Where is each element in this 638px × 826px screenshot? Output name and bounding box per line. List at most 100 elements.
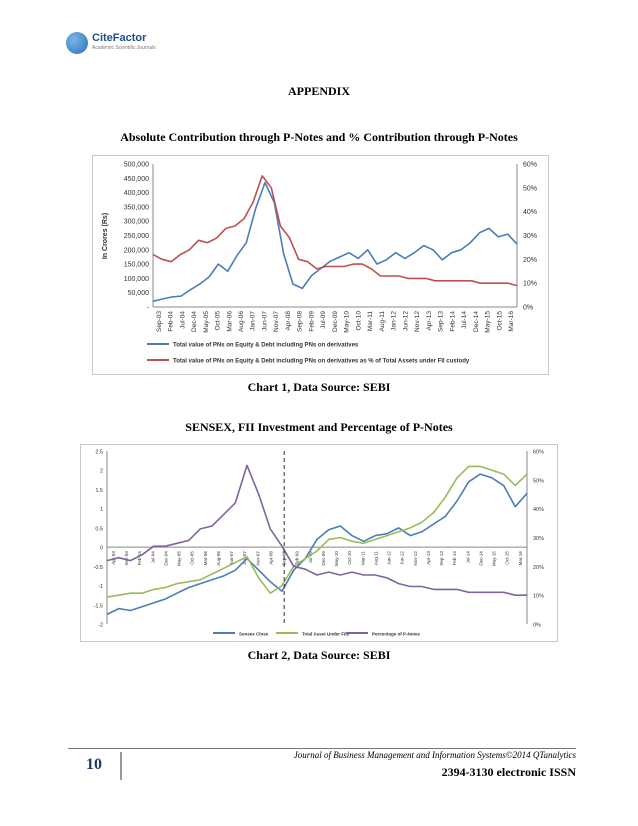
y-tick-label: 200,000: [124, 247, 149, 254]
y-tick-label: 0.5: [95, 526, 103, 532]
globe-icon: [66, 32, 88, 54]
x-tick-label: Sep-03: [124, 551, 129, 566]
x-tick-label: Feb-04: [168, 311, 175, 332]
y2-tick-label: 50%: [523, 185, 537, 192]
x-tick-label: Jun-12: [402, 311, 409, 331]
y2-tick-label: 40%: [533, 507, 544, 513]
series-line-2: [106, 464, 527, 596]
x-tick-label: Dec-04: [163, 551, 168, 566]
x-tick-label: May-05: [177, 551, 182, 567]
chart1-heading: Absolute Contribution through P-Notes an…: [120, 130, 518, 144]
chart2-caption: Chart 2, Data Source: SEBI: [247, 648, 391, 662]
x-tick-label: May-05: [203, 311, 210, 333]
x-tick-label: Oct-10: [355, 311, 362, 331]
chart1-caption: Chart 1, Data Source: SEBI: [247, 380, 391, 394]
y2-tick-label: 40%: [523, 209, 537, 216]
y-tick-label: -: [147, 305, 150, 312]
x-tick-label: Nov-07: [273, 311, 280, 332]
x-tick-label: Jan-07: [229, 551, 234, 565]
y-tick-label: 400,000: [124, 190, 149, 197]
x-tick-label: Sep-03: [156, 311, 163, 332]
page-number-divider: [120, 752, 122, 780]
x-tick-label: Jan-07: [250, 311, 257, 331]
x-tick-label: Dec-14: [473, 311, 480, 332]
y2-tick-label: 10%: [533, 594, 544, 600]
x-tick-label: Nov-12: [413, 551, 418, 566]
x-tick-label: Jun-12: [400, 551, 405, 565]
chart2-heading: SENSEX, FII Investment and Percentage of…: [185, 420, 453, 434]
appendix-title: APPENDIX: [288, 84, 350, 98]
series-line-1: [106, 465, 528, 598]
x-tick-label: Oct-05: [215, 311, 222, 331]
citefactor-logo: CiteFactor Academic Scientific Journals: [66, 30, 186, 56]
legend-label: Total value of PNs on Equity & Debt incl…: [173, 343, 359, 349]
y2-tick-label: 20%: [523, 257, 537, 264]
x-tick-label: Jun-07: [261, 311, 268, 331]
y-tick-label: 300,000: [124, 219, 149, 226]
y2-tick-label: 30%: [523, 233, 537, 240]
x-tick-label: Aug-11: [373, 551, 378, 566]
y-tick-label: 350,000: [124, 204, 149, 211]
legend-label: Total Asset Under FIIs: [302, 632, 350, 637]
chart1-svg: - 50,000 100,000 150,000 200,000 250,000 300,0…: [102, 162, 537, 365]
x-tick-label: Dec-14: [478, 551, 483, 566]
chart2-svg: -2 -1.5 -1 -0.5 0 0.5 1 1.5 2 2.5 0% 10% 20% 30% 40% 50…: [94, 450, 545, 637]
x-tick-label: Dec-04: [191, 311, 198, 332]
y-tick-label: 2: [100, 469, 103, 475]
x-tick-label: Jul-09: [320, 311, 327, 329]
x-tick-label: Feb-14: [452, 551, 457, 566]
legend-label: Sensex Close: [239, 632, 269, 637]
x-tick-label: Aug-06: [216, 551, 221, 566]
x-tick-label: Mar-16: [518, 551, 523, 566]
series-line-0: [106, 473, 528, 616]
x-tick-label: Apr-08: [268, 551, 273, 565]
x-tick-label: Feb-09: [308, 311, 315, 332]
x-tick-label: Mar-11: [360, 551, 365, 565]
x-tick-label: Jan-12: [391, 311, 398, 331]
x-tick-label: Jul-14: [465, 551, 470, 564]
x-tick-label: Mar-11: [367, 311, 374, 331]
y-tick-label: 500,000: [124, 162, 149, 169]
y-tick-label: 250,000: [124, 233, 149, 240]
x-tick-label: Apr-13: [426, 551, 431, 565]
y-tick-label: 150,000: [124, 262, 149, 269]
x-tick-label: Dec-09: [332, 311, 339, 332]
x-tick-label: Dec-09: [321, 551, 326, 566]
y-tick-label: -1.5: [94, 603, 103, 609]
x-tick-label: Apr-13: [426, 311, 433, 331]
legend-label: Total value of PNs on Equity & Debt incl…: [173, 359, 470, 365]
x-tick-label: Oct-15: [496, 311, 503, 331]
y-tick-label: 100,000: [124, 276, 149, 283]
series-line-1: [152, 175, 518, 287]
x-tick-label: Jul-09: [308, 551, 313, 564]
x-tick-label: Apr-08: [285, 311, 292, 331]
x-tick-label: Jul-04: [150, 551, 155, 564]
issn-line: 2394-3130 electronic ISSN: [441, 765, 576, 779]
x-tick-label: Sep-08: [297, 311, 304, 332]
y-axis-title: In Crores (Rs): [102, 213, 109, 259]
logo-name: CiteFactor: [92, 32, 147, 44]
x-tick-label: Jul-04: [179, 311, 186, 329]
x-tick-label: Oct-10: [347, 551, 352, 565]
chart2-frame: -2 -1.5 -1 -0.5 0 0.5 1 1.5 2 2.5 0% 10% 20% 30% 40% 50…: [80, 444, 558, 642]
x-tick-label: Apr-03: [111, 551, 116, 565]
y2-tick-label: 50%: [533, 478, 544, 484]
series-line-0: [152, 181, 518, 303]
y2-tick-label: 10%: [523, 281, 537, 288]
x-tick-label: Oct-05: [190, 551, 195, 565]
y2-tick-label: 60%: [533, 450, 544, 456]
y-tick-label: -2: [98, 623, 103, 629]
logo-tagline: Academic Scientific Journals: [92, 45, 156, 51]
y-tick-label: 1: [100, 507, 103, 513]
x-tick-label: Aug-06: [238, 311, 245, 332]
chart1-frame: - 50,000 100,000 150,000 200,000 250,000 300,0…: [92, 155, 549, 375]
x-tick-label: Feb-14: [449, 311, 456, 332]
x-tick-label: Aug-11: [379, 311, 386, 332]
x-tick-label: Sep-13: [439, 551, 444, 566]
x-tick-label: May-10: [334, 551, 339, 567]
y-tick-label: 450,000: [124, 176, 149, 183]
x-tick-label: Nov-07: [255, 551, 260, 566]
footer-divider: [68, 748, 576, 749]
y2-tick-label: 20%: [533, 565, 544, 571]
x-tick-label: Nov-12: [414, 311, 421, 332]
